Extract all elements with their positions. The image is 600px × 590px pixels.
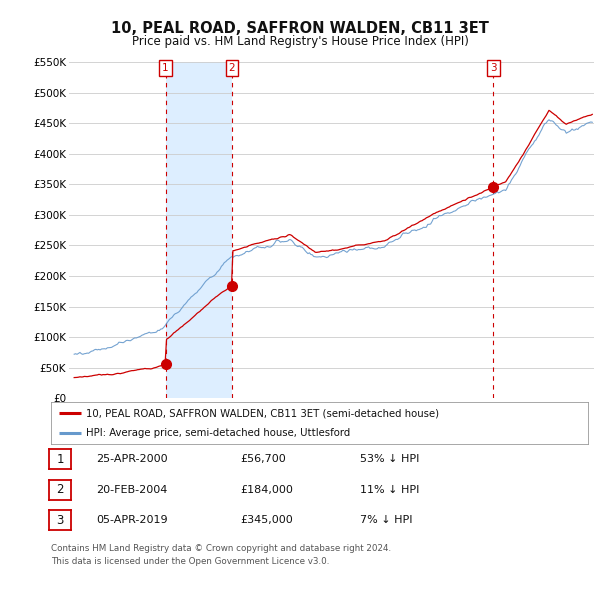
Text: 2: 2: [229, 63, 235, 73]
Text: 53% ↓ HPI: 53% ↓ HPI: [360, 454, 419, 464]
Text: 20-FEB-2004: 20-FEB-2004: [96, 485, 167, 494]
Text: HPI: Average price, semi-detached house, Uttlesford: HPI: Average price, semi-detached house,…: [86, 428, 350, 438]
Text: 1: 1: [162, 63, 169, 73]
Text: 7% ↓ HPI: 7% ↓ HPI: [360, 516, 413, 525]
Text: 25-APR-2000: 25-APR-2000: [96, 454, 167, 464]
Text: £56,700: £56,700: [240, 454, 286, 464]
Text: 2: 2: [56, 483, 64, 496]
Text: Contains HM Land Registry data © Crown copyright and database right 2024.
This d: Contains HM Land Registry data © Crown c…: [51, 544, 391, 566]
Text: £184,000: £184,000: [240, 485, 293, 494]
Text: 1: 1: [56, 453, 64, 466]
Text: 11% ↓ HPI: 11% ↓ HPI: [360, 485, 419, 494]
Text: 10, PEAL ROAD, SAFFRON WALDEN, CB11 3ET: 10, PEAL ROAD, SAFFRON WALDEN, CB11 3ET: [111, 21, 489, 35]
Text: 3: 3: [490, 63, 497, 73]
Bar: [166, 62, 232, 398]
Text: Price paid vs. HM Land Registry's House Price Index (HPI): Price paid vs. HM Land Registry's House …: [131, 35, 469, 48]
Text: £345,000: £345,000: [240, 516, 293, 525]
Text: 10, PEAL ROAD, SAFFRON WALDEN, CB11 3ET (semi-detached house): 10, PEAL ROAD, SAFFRON WALDEN, CB11 3ET …: [86, 408, 439, 418]
Text: 3: 3: [56, 514, 64, 527]
Text: 05-APR-2019: 05-APR-2019: [96, 516, 167, 525]
